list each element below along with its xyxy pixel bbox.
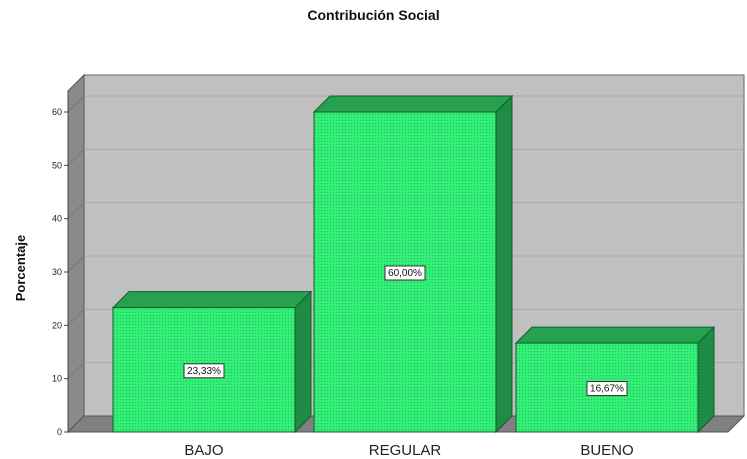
gridline-side bbox=[67, 95, 85, 113]
y-tick-label: 30 bbox=[52, 267, 62, 277]
gridline-side bbox=[67, 255, 85, 273]
bar-side bbox=[697, 325, 715, 434]
y-axis-label: Porcentaje bbox=[13, 235, 28, 301]
y-axis: 0 10 20 30 40 50 60 bbox=[52, 91, 69, 437]
bar-top bbox=[312, 95, 514, 113]
x-tick-label: BAJO bbox=[184, 442, 223, 459]
y-tick-label: 40 bbox=[52, 214, 62, 224]
chart-title: Contribución Social bbox=[307, 7, 440, 23]
bar-side bbox=[495, 94, 513, 434]
y-tick-label: 0 bbox=[57, 427, 62, 437]
data-label-box bbox=[183, 363, 225, 379]
bar: 60,00% bbox=[312, 94, 514, 434]
gridline-side bbox=[67, 148, 85, 166]
x-tick-label: BUENO bbox=[580, 442, 633, 459]
y-tick-label: 50 bbox=[52, 160, 62, 170]
side-wall bbox=[67, 73, 85, 434]
x-tick-label: REGULAR bbox=[369, 442, 442, 459]
y-tick-label: 60 bbox=[52, 107, 62, 117]
data-label: 16,67% bbox=[590, 384, 624, 395]
gridline-side bbox=[67, 308, 85, 326]
y-tick-label: 20 bbox=[52, 320, 62, 330]
x-axis-labels: BAJO REGULAR BUENO bbox=[184, 442, 633, 459]
bar: 23,33% bbox=[111, 290, 313, 434]
bar-side bbox=[294, 290, 312, 434]
bar-top bbox=[514, 326, 716, 344]
data-label-box bbox=[384, 265, 426, 281]
data-label-box bbox=[586, 381, 628, 397]
bar-top bbox=[111, 291, 313, 309]
y-tick-label: 10 bbox=[52, 374, 62, 384]
bar: 16,67% bbox=[514, 325, 716, 434]
gridline-side bbox=[67, 362, 85, 380]
data-label: 23,33% bbox=[187, 366, 221, 377]
bars: 23,33% 60,00% 16,67% bbox=[111, 94, 716, 434]
gridline-side bbox=[67, 202, 85, 220]
data-label: 60,00% bbox=[388, 268, 422, 279]
